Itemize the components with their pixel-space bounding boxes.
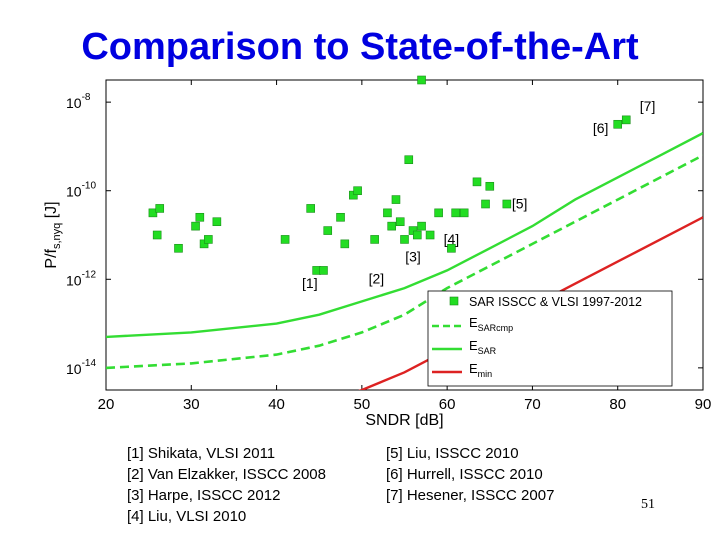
y-tick-label: 10-12 [66, 269, 96, 288]
x-tick-label: 30 [183, 396, 200, 413]
scatter-point [417, 221, 426, 231]
reference-item: [1] Shikata, VLSI 2011 [127, 445, 276, 462]
scatter-point [191, 221, 200, 231]
series-line-e-sarcmp [106, 154, 703, 370]
scatter-point [204, 235, 213, 244]
reference-item: [6] Hurrell, ISSCC 2010 [386, 466, 543, 483]
y-tick-label: 10-14 [66, 358, 96, 377]
scatter-point [425, 230, 435, 240]
slide-title: Comparison to State-of-the-Art [81, 26, 639, 68]
x-tick-label: 60 [439, 396, 456, 413]
reference-annotation: [6] [593, 120, 609, 136]
scatter-point [391, 195, 401, 204]
scatter-point [404, 155, 414, 165]
x-axis-label: SNDR [dB] [365, 412, 443, 429]
page-number: 51 [641, 497, 655, 512]
legend-label-e-sar: ESAR [469, 338, 497, 356]
y-axis-label: P/fs,nyq [J] [43, 201, 63, 268]
x-tick-label: 80 [609, 396, 626, 413]
series-line-e-sar [106, 132, 703, 339]
scatter-point [212, 217, 222, 227]
scatter-point [502, 199, 512, 209]
scatter-point [340, 239, 350, 249]
y-tick-label: 10-8 [66, 92, 91, 111]
scatter-point [152, 230, 162, 240]
legend-label-sar: SAR ISSCC & VLSI 1997-2012 [469, 295, 642, 309]
scatter-point [481, 199, 490, 209]
reference-annotation: [3] [405, 249, 421, 265]
scatter-point [451, 208, 460, 218]
scatter-point [353, 186, 362, 196]
scatter-point [148, 208, 158, 218]
scatter-point [447, 243, 456, 253]
scatter-point [306, 204, 315, 213]
scatter-point [621, 115, 631, 125]
reference-annotation: [7] [640, 98, 656, 114]
reference-item: [3] Harpe, ISSCC 2012 [127, 487, 281, 504]
scatter-point [195, 212, 205, 222]
scatter-point [319, 266, 328, 275]
legend-box [427, 290, 673, 387]
scatter-point [417, 75, 426, 85]
x-tick-label: 90 [695, 396, 712, 413]
scatter-point [395, 217, 405, 227]
scatter-point [412, 230, 422, 240]
x-tick-label: 70 [524, 396, 541, 413]
scatter-point [280, 235, 290, 244]
y-tick-label: 10-10 [66, 181, 96, 200]
x-tick-label: 40 [268, 396, 285, 413]
scatter-point [485, 181, 495, 191]
reference-item: [5] Liu, ISSCC 2010 [386, 445, 519, 462]
scatter-point [459, 208, 469, 218]
legend-label-e-sarcmp: ESARcmp [469, 315, 513, 333]
points-layer [148, 75, 631, 275]
x-tick-label: 50 [354, 396, 371, 413]
reference-annotation: [4] [444, 231, 460, 247]
legend: SAR ISSCC & VLSI 1997-2012 ESARcmp ESAR Emi… [427, 290, 673, 387]
scatter-point [383, 208, 392, 218]
reference-item: [4] Liu, VLSI 2010 [127, 508, 247, 525]
plot-frame [105, 79, 704, 391]
scatter-point [370, 235, 379, 244]
scatter-point [613, 119, 623, 129]
legend-marker-sar [449, 296, 459, 306]
scatter-point [472, 177, 482, 187]
scatter-point [174, 243, 183, 253]
scatter-point [155, 204, 165, 213]
reference-item: [2] Van Elzakker, ISSCC 2008 [127, 466, 326, 483]
scatter-point [336, 212, 345, 222]
reference-item: [7] Hesener, ISSCC 2007 [386, 487, 555, 504]
reference-annotation: [1] [302, 275, 318, 291]
scatter-point [400, 235, 409, 244]
labels-layer: [1] [2] [3] [4] [5] [6] [7] [302, 98, 655, 291]
scatter-point [323, 226, 333, 235]
scatter-point [434, 208, 443, 218]
x-tick-label: 20 [98, 396, 115, 413]
reference-annotation: [2] [369, 271, 385, 287]
references-right: [5] Liu, ISSCC 2010 [6] Hurrell, ISSCC 2… [386, 443, 554, 506]
axes-layer: 20 30 40 50 60 70 80 90 10-8 10-10 10-12 10-14 SNDR … [43, 79, 712, 429]
scatter-point [387, 221, 397, 231]
references-left: [1] Shikata, VLSI 2011 [2] Van Elzakker,… [127, 443, 326, 527]
legend-label-e-min: Emin [469, 361, 492, 379]
reference-annotation: [5] [512, 195, 528, 211]
